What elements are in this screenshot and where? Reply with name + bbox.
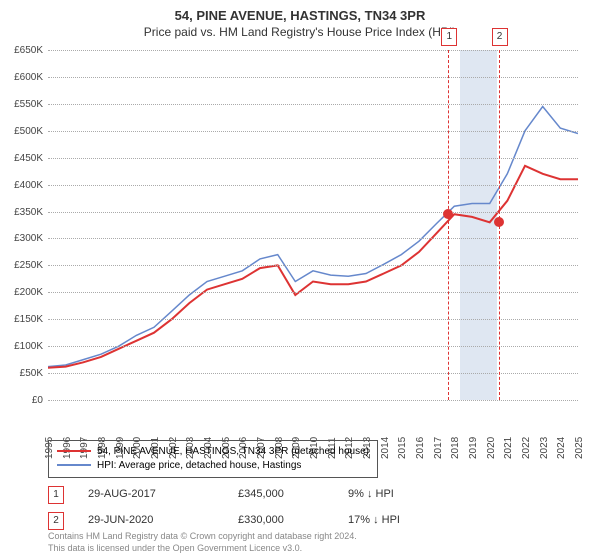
y-axis-label: £500K [0,126,43,137]
sale-note: 17% ↓ HPI [348,514,400,526]
y-axis-label: £400K [0,180,43,191]
legend-label: 54, PINE AVENUE, HASTINGS, TN34 3PR (det… [97,446,369,457]
sale-marker-point [443,209,453,219]
legend-swatch [57,450,91,452]
y-axis-label: £350K [0,207,43,218]
sale-row: 1 29-AUG-2017 £345,000 9% ↓ HPI [48,484,578,504]
legend-area: 54, PINE AVENUE, HASTINGS, TN34 3PR (det… [48,440,578,530]
chart-subtitle: Price paid vs. HM Land Registry's House … [0,23,600,39]
sale-marker-point [494,217,504,227]
footer-line2: This data is licensed under the Open Gov… [48,542,357,554]
sale-marker-box: 1 [441,28,457,46]
y-axis-label: £0 [0,395,43,406]
footer-line1: Contains HM Land Registry data © Crown c… [48,530,357,542]
y-axis-label: £300K [0,233,43,244]
gridline [48,400,578,401]
y-axis-label: £50K [0,368,43,379]
sale-date: 29-JUN-2020 [88,514,153,526]
y-axis-label: £150K [0,314,43,325]
y-axis-label: £250K [0,260,43,271]
y-axis-label: £100K [0,341,43,352]
sale-marker-box: 2 [492,28,508,46]
y-axis-label: £550K [0,99,43,110]
sale-date: 29-AUG-2017 [88,488,156,500]
footer-text: Contains HM Land Registry data © Crown c… [48,530,357,554]
y-axis-label: £650K [0,45,43,56]
chart-title: 54, PINE AVENUE, HASTINGS, TN34 3PR [0,0,600,23]
sale-row: 2 29-JUN-2020 £330,000 17% ↓ HPI [48,510,578,530]
sale-marker-line [448,50,449,400]
legend-box: 54, PINE AVENUE, HASTINGS, TN34 3PR (det… [48,440,378,478]
sale-price: £330,000 [238,514,284,526]
legend-item: HPI: Average price, detached house, Hast… [57,459,369,473]
chart-area: £0£50K£100K£150K£200K£250K£300K£350K£400… [48,50,578,400]
y-axis-label: £200K [0,287,43,298]
y-axis-label: £450K [0,153,43,164]
legend-label: HPI: Average price, detached house, Hast… [97,460,301,471]
chart-container: 54, PINE AVENUE, HASTINGS, TN34 3PR Pric… [0,0,600,560]
legend-swatch [57,464,91,466]
sale-note: 9% ↓ HPI [348,488,394,500]
legend-item: 54, PINE AVENUE, HASTINGS, TN34 3PR (det… [57,445,369,459]
sale-price: £345,000 [238,488,284,500]
y-axis-label: £600K [0,72,43,83]
sale-id-box: 1 [48,486,64,504]
sale-id-box: 2 [48,512,64,530]
